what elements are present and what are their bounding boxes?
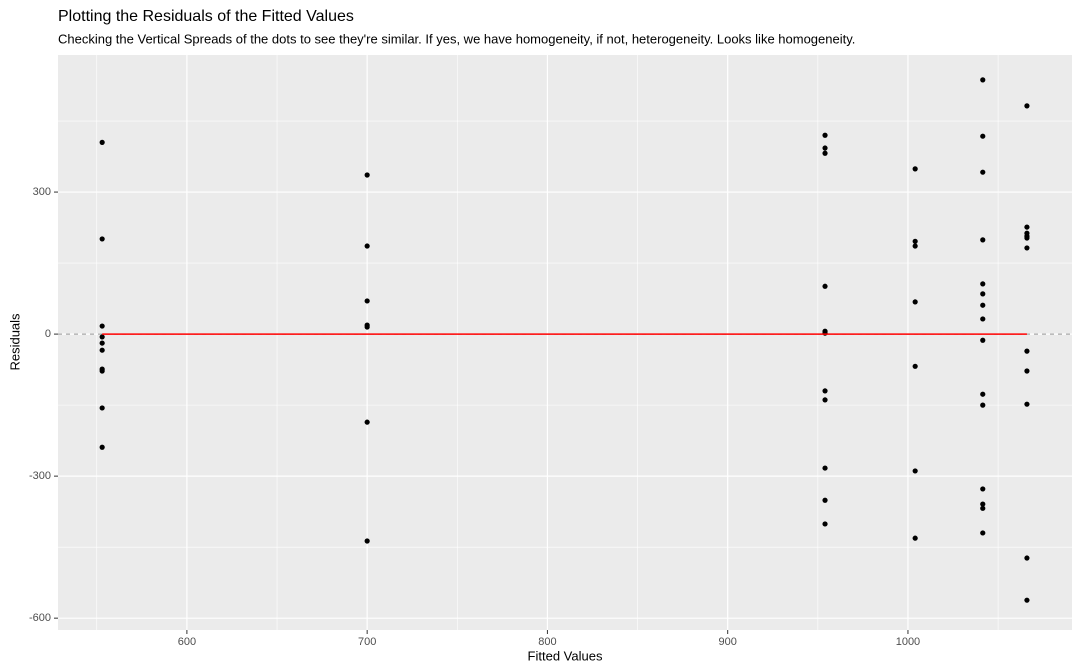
data-point xyxy=(822,283,828,289)
data-point xyxy=(822,132,828,138)
data-point xyxy=(980,402,986,408)
data-point xyxy=(822,397,828,403)
data-point xyxy=(364,538,370,544)
data-point xyxy=(99,368,105,374)
y-tick-label: 300 xyxy=(33,186,51,198)
data-point xyxy=(822,465,828,471)
data-point xyxy=(980,501,986,507)
data-point xyxy=(99,139,105,145)
data-point xyxy=(99,323,105,329)
x-tick-label: 600 xyxy=(178,636,196,648)
data-point xyxy=(980,133,986,139)
data-point xyxy=(912,363,918,369)
x-tick-label: 700 xyxy=(358,636,376,648)
data-point xyxy=(980,486,986,492)
x-axis-title: Fitted Values xyxy=(528,648,603,663)
x-tick-label: 1000 xyxy=(896,636,920,648)
data-point xyxy=(1024,245,1030,251)
x-tick-label: 900 xyxy=(719,636,737,648)
data-point xyxy=(912,238,918,244)
data-point xyxy=(1024,401,1030,407)
chart-title: Plotting the Residuals of the Fitted Val… xyxy=(58,8,354,25)
data-point xyxy=(980,169,986,175)
y-tick-label: 0 xyxy=(45,328,51,340)
data-point xyxy=(99,340,105,346)
data-point xyxy=(1024,368,1030,374)
data-point xyxy=(980,316,986,322)
data-point xyxy=(99,405,105,411)
data-point xyxy=(1024,103,1030,109)
data-point xyxy=(912,166,918,172)
y-tick-label: -300 xyxy=(29,470,51,482)
y-tick-label: -600 xyxy=(29,612,51,624)
data-point xyxy=(912,243,918,249)
data-point xyxy=(822,497,828,503)
data-point xyxy=(822,521,828,527)
chart-subtitle: Checking the Vertical Spreads of the dot… xyxy=(58,31,855,46)
y-axis-title: Residuals xyxy=(7,313,22,371)
data-point xyxy=(980,302,986,308)
data-point xyxy=(1024,224,1030,230)
data-point xyxy=(364,298,370,304)
data-point xyxy=(1024,235,1030,241)
data-point xyxy=(99,334,105,340)
data-point xyxy=(99,347,105,353)
plot-panel xyxy=(58,55,1072,630)
data-point xyxy=(912,299,918,305)
data-point xyxy=(1024,597,1030,603)
data-point xyxy=(364,243,370,249)
data-point xyxy=(822,145,828,151)
data-point xyxy=(980,505,986,511)
data-point xyxy=(980,291,986,297)
data-point xyxy=(364,419,370,425)
data-point xyxy=(980,391,986,397)
data-point xyxy=(912,535,918,541)
data-point xyxy=(364,172,370,178)
data-point xyxy=(364,324,370,330)
data-point xyxy=(980,281,986,287)
x-tick-label: 800 xyxy=(538,636,556,648)
data-point xyxy=(822,150,828,156)
data-point xyxy=(1024,348,1030,354)
data-point xyxy=(822,388,828,394)
data-point xyxy=(99,236,105,242)
data-point xyxy=(1024,555,1030,561)
data-point xyxy=(980,337,986,343)
data-point xyxy=(980,237,986,243)
data-point xyxy=(99,444,105,450)
data-point xyxy=(980,77,986,83)
data-point xyxy=(980,530,986,536)
data-point xyxy=(822,330,828,336)
data-point xyxy=(912,468,918,474)
